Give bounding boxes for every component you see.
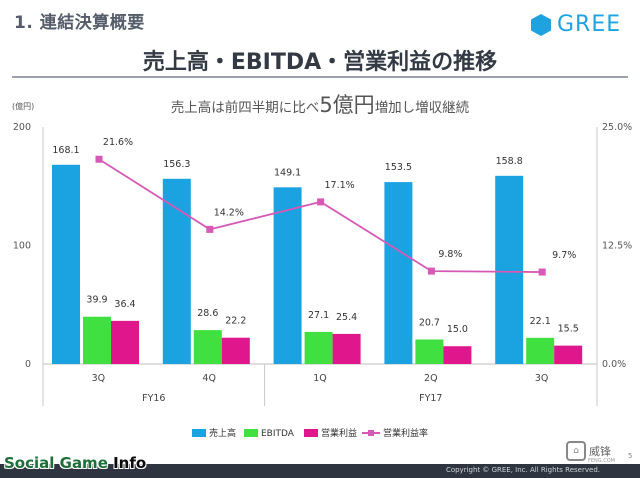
bar-op-income (332, 333, 361, 364)
feng-logo-icon: ⌂ (566, 441, 586, 461)
y2-tick-label: 0.0% (602, 359, 626, 370)
watermark-socialgameinfo: Social Game Info (4, 454, 146, 472)
margin-point (427, 267, 435, 275)
bar-ebitda (83, 316, 111, 364)
bar-op-income (443, 346, 472, 364)
data-label-op-income: 25.4 (336, 312, 357, 323)
data-label-ebitda: 27.1 (308, 310, 329, 321)
subtitle-post: 増加し増収継続 (374, 100, 470, 116)
x-tick-label: 3Q (535, 373, 549, 384)
margin-label: 21.6% (103, 137, 133, 148)
y-tick-label: 200 (13, 122, 31, 133)
data-label-ebitda: 39.9 (86, 295, 107, 306)
bar-op-income (221, 337, 250, 364)
section-title: 1. 連結決算概要 (14, 13, 145, 33)
watermark-text-b: Info (113, 454, 147, 472)
data-label-ebitda: 28.6 (197, 308, 218, 319)
bar-revenue (495, 175, 524, 364)
watermark-text-a: Social Game (4, 454, 114, 472)
x-tick-label: 3Q (92, 373, 106, 384)
legend-swatch (192, 429, 206, 437)
data-label-op-income: 36.4 (114, 299, 135, 310)
bar-revenue (273, 187, 302, 364)
page-number: 5 (628, 452, 633, 460)
subtitle-highlight: 5億円 (319, 93, 375, 117)
margin-label: 14.2% (214, 207, 244, 218)
x-tick-label: 1Q (313, 373, 327, 384)
legend-swatch-marker (368, 430, 374, 436)
bar-ebitda (415, 339, 444, 364)
feng-sub: FENG.COM (588, 458, 615, 464)
y2-tick-label: 12.5% (602, 241, 632, 252)
bar-ebitda (193, 330, 222, 364)
bar-op-income (554, 345, 583, 364)
margin-point (317, 198, 325, 206)
x-tick-label: 2Q (424, 373, 438, 384)
feng-text: 威锋 (589, 445, 611, 458)
bar-ebitda (526, 337, 555, 364)
legend-label: EBITDA (261, 429, 295, 439)
title-divider (12, 76, 628, 78)
data-label-op-income: 15.5 (558, 324, 579, 335)
footer-bar (0, 464, 640, 478)
legend-label: 営業利益率 (383, 427, 428, 439)
legend-swatch (304, 429, 318, 437)
data-label-revenue: 153.5 (385, 162, 412, 173)
chart-title: 売上高・EBITDA・営業利益の推移 (142, 50, 498, 75)
group-label: FY16 (142, 393, 165, 404)
watermark-feng: ⌂ 威锋 FENG.COM (566, 440, 624, 464)
margin-point (206, 225, 214, 233)
y-axis-unit: (億円) (12, 101, 34, 111)
data-label-ebitda: 20.7 (419, 317, 440, 328)
legend-swatch (244, 429, 258, 437)
margin-label: 9.8% (438, 249, 462, 260)
bar-revenue (384, 182, 413, 364)
data-label-op-income: 15.0 (447, 324, 468, 335)
y-tick-label: 100 (13, 241, 31, 252)
data-label-revenue: 158.8 (496, 156, 523, 167)
legend-label: 売上高 (209, 427, 236, 439)
y-tick-label: 0 (25, 359, 31, 370)
bar-revenue (52, 164, 80, 364)
gree-logo: GREE (530, 12, 621, 37)
group-label: FY17 (419, 393, 442, 404)
bar-ebitda (304, 331, 333, 364)
legend-label: 営業利益 (321, 427, 357, 439)
y2-tick-label: 25.0% (602, 122, 632, 133)
hexagon-logo-icon (531, 13, 551, 36)
margin-point (538, 268, 546, 276)
data-label-revenue: 149.1 (274, 167, 301, 178)
margin-label: 9.7% (552, 250, 576, 261)
bar-op-income (111, 320, 139, 364)
data-label-ebitda: 22.1 (530, 316, 551, 327)
margin-label: 17.1% (325, 180, 355, 191)
margin-point (95, 155, 103, 163)
copyright: Copyright © GREE, Inc. All Rights Reserv… (445, 466, 600, 474)
subtitle-pre: 売上高は前四半期に比べ (170, 100, 320, 116)
x-tick-label: 4Q (202, 373, 216, 384)
data-label-revenue: 156.3 (163, 159, 190, 170)
chart-subtitle: 売上高は前四半期に比べ5億円増加し増収継続 (0, 89, 640, 119)
data-label-revenue: 168.1 (52, 145, 79, 156)
bar-revenue (162, 178, 191, 364)
data-label-op-income: 22.2 (225, 316, 246, 327)
logo-text: GREE (557, 12, 622, 37)
